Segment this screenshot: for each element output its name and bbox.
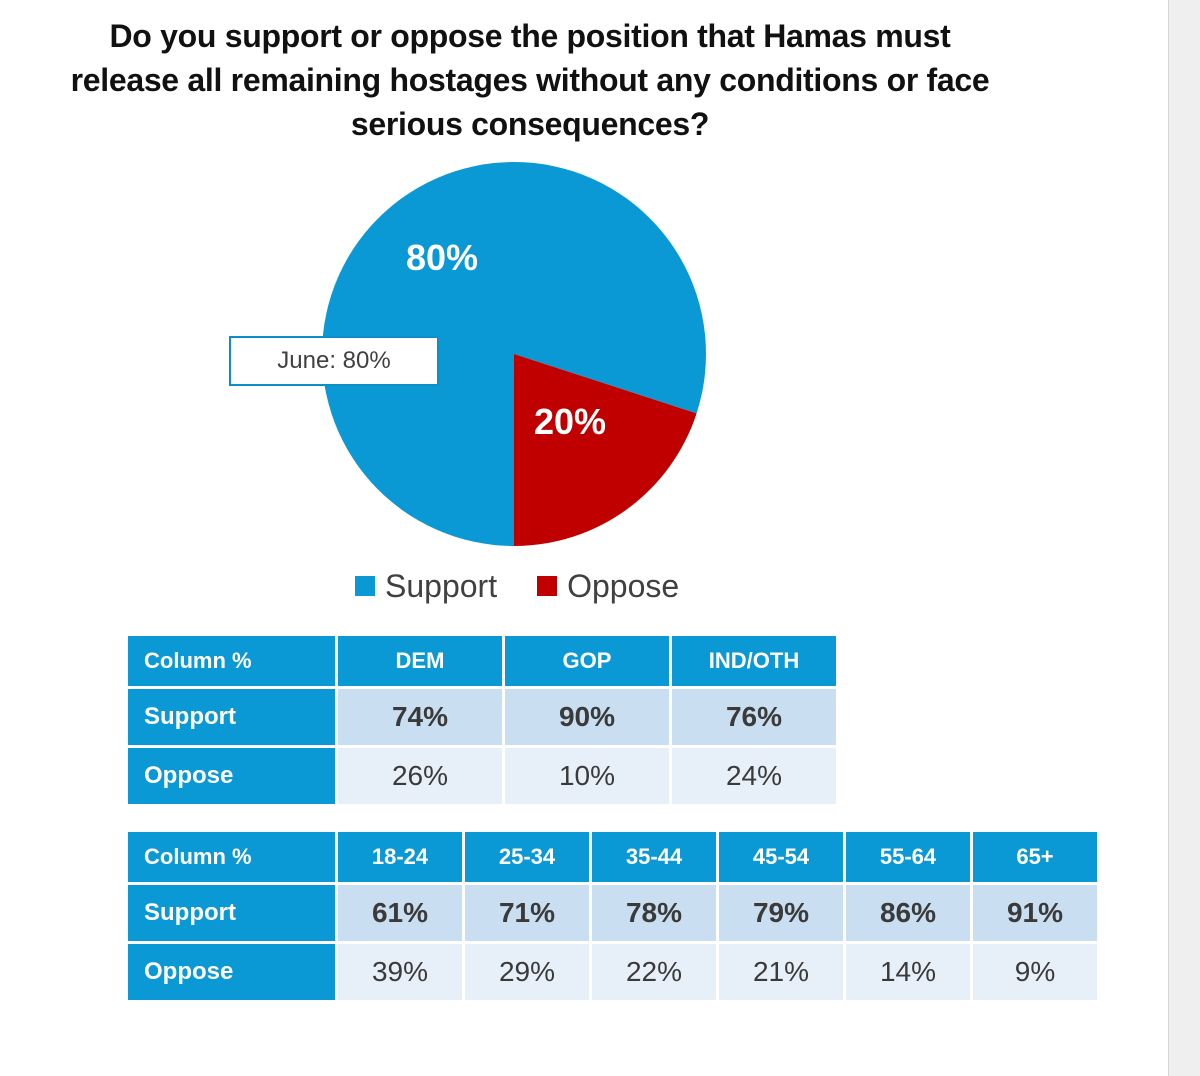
party-oppose-gop: 10% [505,748,669,804]
age-oppose-35-44: 22% [592,944,716,1000]
age-col-35-44: 35-44 [592,832,716,882]
party-header-row: Column % DEM GOP IND/OTH [128,636,836,686]
age-support-25-34: 71% [465,885,589,941]
age-oppose-18-24: 39% [338,944,462,1000]
age-support-65-plus: 91% [973,885,1097,941]
legend-item-support: Support [355,568,497,605]
age-support-18-24: 61% [338,885,462,941]
party-corner-cell: Column % [128,636,335,686]
pie-label-support: 80% [406,237,478,278]
age-support-35-44: 78% [592,885,716,941]
age-row-label-support: Support [128,885,335,941]
party-row-label-oppose: Oppose [128,748,335,804]
legend-swatch-support [355,576,375,596]
legend-label-oppose: Oppose [567,567,680,604]
chart-legend: Support Oppose [355,566,719,606]
party-support-dem: 74% [338,689,502,745]
party-oppose-row: Oppose 26% 10% 24% [128,748,836,804]
party-oppose-ind: 24% [672,748,836,804]
pie-slice-oppose [514,354,697,546]
age-corner-cell: Column % [128,832,335,882]
age-oppose-25-34: 29% [465,944,589,1000]
age-oppose-row: Oppose 39% 29% 22% 21% 14% 9% [128,944,1097,1000]
party-col-ind: IND/OTH [672,636,836,686]
party-support-ind: 76% [672,689,836,745]
age-col-65-plus: 65+ [973,832,1097,882]
party-table: Column % DEM GOP IND/OTH Support 74% 90%… [125,633,839,807]
party-col-dem: DEM [338,636,502,686]
legend-label-support: Support [385,567,498,604]
age-support-row: Support 61% 71% 78% 79% 86% 91% [128,885,1097,941]
age-col-18-24: 18-24 [338,832,462,882]
pie-label-oppose: 20% [534,401,606,442]
age-col-45-54: 45-54 [719,832,843,882]
age-col-25-34: 25-34 [465,832,589,882]
age-col-55-64: 55-64 [846,832,970,882]
page-gutter [1168,0,1200,1076]
age-oppose-65-plus: 9% [973,944,1097,1000]
party-support-row: Support 74% 90% 76% [128,689,836,745]
party-oppose-dem: 26% [338,748,502,804]
age-header-row: Column % 18-24 25-34 35-44 45-54 55-64 6… [128,832,1097,882]
legend-item-oppose: Oppose [537,568,679,605]
party-support-gop: 90% [505,689,669,745]
party-row-label-support: Support [128,689,335,745]
age-oppose-45-54: 21% [719,944,843,1000]
age-table: Column % 18-24 25-34 35-44 45-54 55-64 6… [125,829,1100,1003]
chart-title: Do you support or oppose the position th… [70,18,990,142]
june-annotation: June: 80% [229,336,439,386]
age-support-45-54: 79% [719,885,843,941]
legend-swatch-oppose [537,576,558,596]
party-col-gop: GOP [505,636,669,686]
age-support-55-64: 86% [846,885,970,941]
age-oppose-55-64: 14% [846,944,970,1000]
age-row-label-oppose: Oppose [128,944,335,1000]
